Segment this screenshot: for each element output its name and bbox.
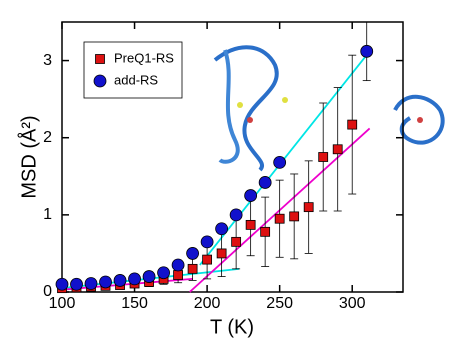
point [347, 119, 358, 130]
x-axis-label: T (K) [210, 316, 254, 338]
point [274, 213, 285, 224]
legend-box [83, 41, 183, 99]
y-tick-label: 1 [43, 206, 52, 223]
x-tick-label: 300 [339, 295, 366, 312]
y-tick-label: 0 [43, 283, 52, 300]
point [258, 176, 272, 189]
x-tick-label: 150 [121, 295, 148, 312]
legend-marker [93, 74, 107, 88]
x-tick-label: 250 [266, 295, 293, 312]
point [200, 235, 214, 249]
plot-frame [61, 21, 404, 293]
point [303, 202, 314, 213]
point [244, 189, 258, 202]
point [173, 270, 183, 280]
point [113, 274, 127, 287]
point [202, 254, 213, 265]
legend-marker [95, 54, 105, 64]
point [245, 219, 256, 230]
point [289, 211, 300, 222]
x-tick-label: 200 [194, 295, 221, 312]
y-tick-label: 3 [43, 52, 52, 69]
point [273, 155, 287, 169]
point [231, 236, 242, 247]
molecule-left [213, 45, 288, 172]
point [260, 226, 271, 237]
point [70, 277, 83, 291]
point [186, 247, 199, 260]
point [187, 263, 198, 274]
legend-label: add-RS [114, 72, 158, 87]
point [318, 152, 329, 162]
molecule-right [393, 94, 445, 145]
point [332, 144, 343, 155]
point [215, 222, 229, 236]
y-tick-label: 2 [43, 129, 52, 146]
x-tick-label: 100 [49, 295, 76, 312]
point [84, 277, 98, 290]
point [99, 275, 112, 289]
point [128, 272, 141, 286]
point [171, 258, 185, 272]
y-axis-label: MSD (Å²) [17, 115, 40, 198]
point [142, 270, 156, 283]
legend-label: PreQ1-RS [114, 50, 174, 65]
point [157, 266, 170, 280]
point [216, 248, 227, 259]
point [360, 44, 374, 58]
point [229, 208, 243, 222]
fit-line [199, 50, 371, 266]
fit-line [61, 277, 193, 291]
point [55, 277, 69, 291]
